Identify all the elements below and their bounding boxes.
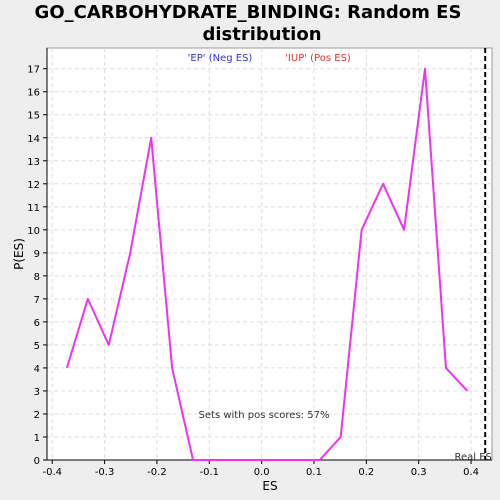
- x-tick-label: 0.3: [411, 467, 427, 478]
- x-tick-label: 0.1: [306, 467, 322, 478]
- x-tick-label: 0.2: [358, 467, 374, 478]
- x-tick-label: -0.2: [147, 467, 167, 478]
- legend-entry-neg: 'EP' (Neg ES): [188, 53, 253, 64]
- plot-area: [46, 47, 493, 461]
- y-tick-label: 5: [34, 341, 40, 352]
- y-tick-label: 13: [27, 157, 40, 168]
- y-tick-label: 14: [27, 134, 40, 145]
- y-tick-label: 6: [34, 318, 40, 329]
- x-tick-label: -0.4: [42, 467, 62, 478]
- y-tick-label: 4: [34, 364, 40, 375]
- series-line: [65, 67, 469, 461]
- y-tick-label: 10: [27, 226, 40, 237]
- x-axis-label: ES: [262, 479, 277, 493]
- y-tick-label: 17: [27, 65, 40, 76]
- y-tick-label: 9: [34, 249, 40, 260]
- series-layer: [65, 67, 469, 461]
- chart-title-line-2: distribution: [202, 24, 321, 45]
- grid: [47, 48, 492, 461]
- y-tick-label: 1: [34, 433, 40, 444]
- y-tick-label: 2: [34, 410, 40, 421]
- y-tick-label: 15: [27, 111, 40, 122]
- y-tick-label: 7: [34, 295, 40, 306]
- x-axis-ticks: -0.4 -0.3 -0.2 -0.1 0.0 0.1 0.2 0.3 0.4: [42, 460, 479, 478]
- legend-entry-pos: 'IUP' (Pos ES): [285, 53, 351, 64]
- y-tick-label: 16: [27, 88, 40, 99]
- x-tick-label: -0.1: [200, 467, 220, 478]
- pos-scores-annotation: Sets with pos scores: 57%: [199, 410, 330, 421]
- y-tick-label: 0: [34, 456, 40, 467]
- y-axis-label: P(ES): [12, 238, 26, 270]
- x-tick-label: -0.3: [95, 467, 115, 478]
- x-tick-label: 0.4: [463, 467, 479, 478]
- chart-title-line-1: GO_CARBOHYDRATE_BINDING: Random ES: [35, 2, 462, 23]
- y-tick-label: 8: [34, 272, 40, 283]
- y-tick-label: 12: [27, 180, 40, 191]
- y-tick-label: 3: [34, 387, 40, 398]
- x-tick-label: 0.0: [254, 467, 270, 478]
- real-es-label: Real ES: [454, 452, 491, 463]
- y-tick-label: 11: [27, 203, 40, 214]
